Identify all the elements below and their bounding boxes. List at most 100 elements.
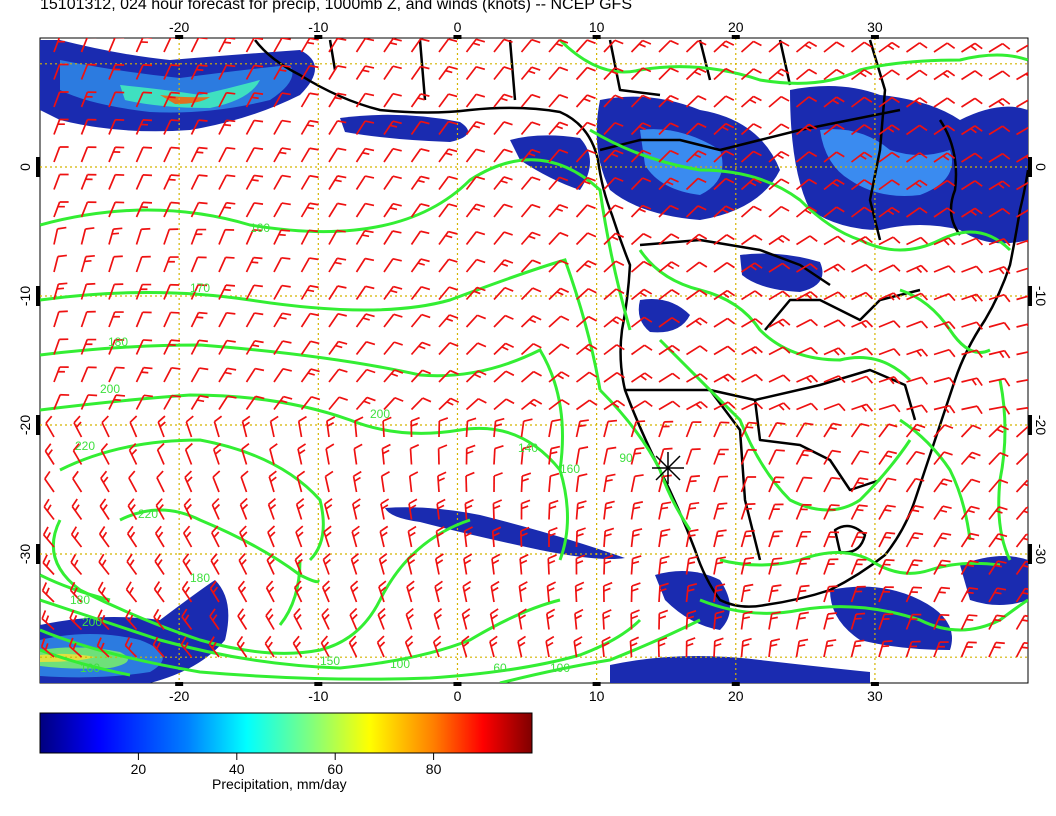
lat-tick-label-left: -20 (17, 415, 33, 435)
wind-barb (685, 95, 707, 108)
lon-tick-label-bottom: -20 (169, 688, 189, 704)
wind-barb (575, 419, 589, 438)
wind-barb (933, 179, 956, 191)
contour-line (658, 338, 912, 512)
wind-barb (658, 39, 679, 53)
wind-barb (126, 525, 138, 548)
wind-barb (108, 146, 125, 163)
wind-barb (434, 553, 444, 575)
wind-barb (80, 173, 97, 190)
wind-barb (960, 532, 980, 548)
wind-barb (988, 42, 1011, 53)
wind-barb (630, 555, 642, 575)
wind-barb (383, 313, 403, 328)
lat-tick-label-left: -10 (17, 286, 33, 306)
wind-barb (328, 38, 347, 53)
wind-barb (906, 207, 928, 218)
lon-tick-label-top: -20 (169, 19, 189, 35)
wind-barb (434, 580, 443, 603)
wind-barb (80, 201, 97, 218)
wind-barb (245, 367, 265, 383)
wind-barb (493, 370, 515, 383)
wind-barb (492, 499, 503, 520)
wind-barb (575, 121, 596, 136)
wind-barb (740, 421, 758, 438)
wind-barb (713, 345, 736, 356)
wind-barb (740, 529, 755, 548)
wind-barb (573, 636, 583, 658)
wind-barb (190, 64, 208, 80)
wind-barb (438, 38, 458, 53)
wind-barb (465, 65, 486, 81)
wind-barb (713, 401, 736, 411)
wind-barb (906, 179, 928, 191)
wind-barb (438, 341, 459, 356)
wind-barb (300, 38, 319, 53)
wind-barb (768, 95, 790, 108)
wind-barb (548, 94, 569, 108)
wind-barb (493, 472, 503, 493)
wind-barb (685, 150, 707, 163)
wind-barb (520, 148, 541, 163)
wind-barb (658, 67, 679, 81)
wind-barb (905, 586, 922, 603)
precip-area (340, 114, 468, 142)
wind-barb (300, 92, 319, 108)
wind-barb (464, 498, 474, 520)
wind-barb (713, 556, 726, 575)
wind-barb (988, 265, 1011, 275)
wind-barb (321, 607, 330, 630)
wind-barb (906, 348, 929, 357)
tick-mark (731, 35, 740, 39)
wind-barb (40, 638, 55, 658)
wind-barb (658, 528, 671, 548)
tick-mark (314, 682, 323, 686)
wind-barb (630, 420, 646, 438)
wind-barb (328, 396, 348, 411)
wind-barb (351, 525, 360, 548)
wind-barb (355, 257, 375, 273)
wind-barb (463, 526, 473, 548)
wind-barb (851, 263, 873, 273)
wind-barb (878, 348, 901, 357)
wind-barbs (40, 38, 1028, 658)
wind-barb (713, 177, 735, 191)
wind-barb (410, 369, 432, 383)
wind-barb (933, 97, 956, 108)
wind-barb (152, 636, 165, 658)
wind-barb (768, 374, 791, 383)
wind-barb (713, 205, 735, 218)
wind-barb (245, 284, 263, 300)
wind-barb (323, 498, 333, 520)
wind-barb (575, 260, 597, 273)
wind-barb (240, 470, 249, 493)
wind-barb (438, 203, 458, 218)
wind-barb (42, 554, 55, 576)
wind-barb (548, 371, 570, 383)
contour-line (598, 388, 692, 531)
wind-barb (328, 368, 348, 383)
wind-barb (493, 444, 504, 465)
wind-barb (273, 38, 291, 53)
wind-barb (355, 396, 376, 411)
wind-barb (548, 343, 570, 356)
wind-barb (45, 415, 55, 438)
wind-barb (878, 96, 900, 108)
wind-barb (156, 470, 165, 493)
wind-barb (796, 318, 818, 328)
wind-barb (355, 38, 375, 53)
wind-barb (630, 447, 645, 465)
wind-barb (850, 477, 869, 493)
wind-barb (548, 315, 570, 328)
wind-barb (410, 230, 430, 245)
wind-barb (658, 447, 673, 465)
wind-barb (135, 146, 153, 163)
wind-barb (548, 418, 561, 438)
wind-barb (933, 237, 956, 246)
wind-barb (603, 149, 624, 163)
wind-barb (630, 67, 652, 81)
wind-barb (851, 319, 874, 329)
wind-barb (574, 581, 585, 603)
wind-barb (686, 345, 708, 356)
contour-label: 200 (100, 382, 120, 396)
